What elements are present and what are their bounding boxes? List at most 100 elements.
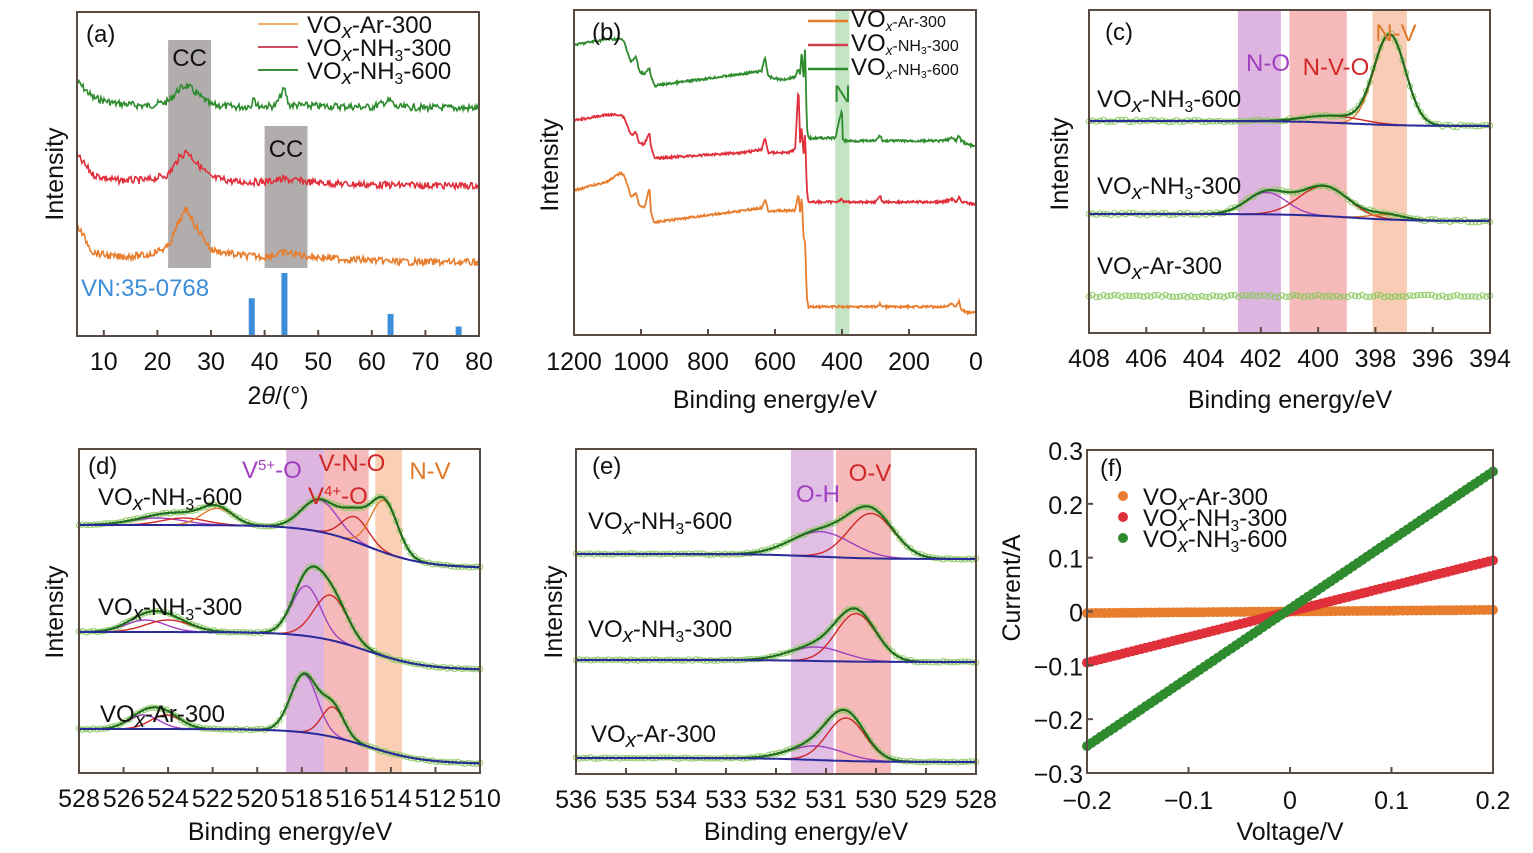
raw-data-point [1187,292,1195,300]
raw-data-point [1140,293,1147,300]
sample-label-sub: 3 [676,629,685,646]
raw-data-point [1227,292,1235,299]
fit-component [79,585,481,670]
n-v-label: N-V [1375,20,1416,47]
raw-data-point [849,711,856,718]
raw-data-point [1169,293,1177,300]
raw-data-point [1428,215,1435,223]
sample-label-vo: VO [1143,484,1178,511]
raw-data-point [1136,292,1144,300]
sample-label-x: x [622,517,634,539]
sample-label-suffix: -600 [1239,526,1287,553]
reference-peak-bar [387,313,394,336]
n-v-label: N-V [409,458,450,485]
raw-data-point [1144,292,1151,299]
raw-data-point [1388,293,1395,301]
sample-label-ar300: VOx-Ar-300 [591,721,716,752]
sample-label-vo: VO [851,54,886,81]
raw-data-point [1410,292,1417,299]
x-axis-title: 2θ/(°) [247,382,308,410]
raw-data-point [1315,291,1322,299]
x-tick-label: 532 [755,786,797,814]
legend-entry-label: VOx-NH3-300 [307,35,451,66]
x-axis-title: Binding energy/eV [704,818,909,846]
sample-label-sub: 3 [1185,186,1194,203]
sample-label-x: x [341,44,353,66]
raw-data-point [1439,292,1446,299]
sample-label-nh: -NH [143,594,186,621]
legend-marker [1118,512,1128,522]
raw-data-point [1209,292,1217,299]
raw-data-point [1391,293,1399,300]
v5-o-label-sup: 5+ [258,457,275,474]
fit-background [576,757,976,763]
raw-data-point [1264,293,1271,300]
x-tick-label: 526 [103,785,145,813]
sample-label-nh: -NH [892,62,920,79]
raw-data-point [312,683,320,690]
legend-entry-label: VOx-NH3-300 [1143,505,1287,536]
raw-data-point [1125,292,1133,300]
raw-data-point [1173,293,1180,301]
raw-data-point [1184,294,1191,301]
shaded-region [1289,11,1347,332]
raw-data-point [1443,293,1450,301]
sample-label-x: x [885,43,894,58]
cc-label: CC [172,45,207,72]
sample-label-vo: VO [307,35,342,62]
raw-data-point [1421,291,1428,298]
raw-data-point [1246,292,1253,299]
y-axis-title: Intensity [41,565,69,659]
x-tick-label: 70 [411,348,439,376]
raw-data-point [878,511,885,518]
x-tick-label: 30 [197,348,225,376]
raw-data-point [1326,292,1333,299]
panel-c-n1s: 408 406 404 402 400 398 396 394 (c) N-O N-V-ON-V VO… [1046,9,1511,414]
x-tick-label: 0.2 [1476,787,1511,815]
raw-data-point [276,717,283,724]
sample-label-ar300: VOx-Ar-300 [100,701,225,732]
raw-data-point [1370,293,1377,300]
raw-data-point [287,516,294,523]
raw-data-point [1457,293,1465,300]
raw-data-point [1446,293,1454,300]
raw-data-point [1155,291,1162,299]
sample-label-x: x [622,625,634,647]
raw-data-point [1399,292,1406,300]
xrd-series-nh300 [76,149,480,192]
sample-label-suffix: -300 [1239,505,1287,532]
raw-data-point [1322,293,1330,300]
raw-data-point [1282,293,1290,301]
sample-label-x: x [1177,535,1189,557]
raw-data-point [1406,292,1414,299]
sample-label-nh: -NH [352,58,395,85]
fit-background [79,631,481,671]
raw-data-point [1300,293,1308,301]
sample-label-suffix: -600 [684,508,732,535]
raw-data-point [1308,293,1315,300]
axes-frame [78,448,481,774]
x-axis-title: Binding energy/eV [188,818,393,846]
raw-data-point [1432,293,1439,300]
raw-data-point [1362,293,1370,300]
x-tick-label: 0.1 [1374,787,1409,815]
cc-label: CC [269,136,304,163]
raw-data-point [1238,292,1246,299]
raw-data-point [1198,292,1206,300]
x-tick-label: 1000 [613,348,669,376]
x-tick-label: 518 [281,785,323,813]
raw-data-point [272,721,280,728]
sample-label-vo: VO [588,508,623,535]
sample-label-nh300: VOx-NH3-300 [588,616,732,647]
sample-label-x: x [1131,262,1143,284]
v4-o-label: V4+-O [308,483,368,511]
raw-data-point [907,545,914,552]
n-o-label: N-O [1246,50,1290,77]
xps-survey-series-nh300 [573,91,976,207]
raw-data-point [827,714,834,721]
x-tick-label: 524 [147,785,189,813]
raw-data-point [1453,291,1461,299]
x-tick-label: 510 [459,785,501,813]
